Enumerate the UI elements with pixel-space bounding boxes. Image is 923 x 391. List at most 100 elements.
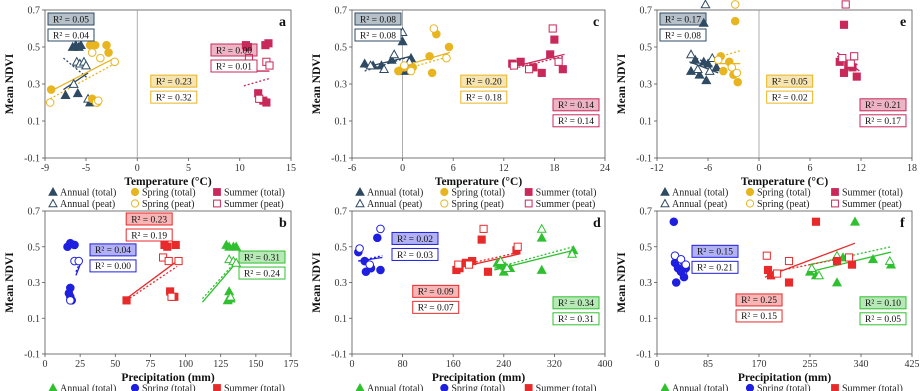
y-tick-label: 0.1 [640,314,653,325]
r2-box [859,114,907,128]
r2-box [766,90,814,104]
y-tick-label: 0.3 [335,278,348,289]
panel-letter: f [900,216,905,231]
y-tick-label: 0.7 [335,6,348,17]
r2-box [659,28,707,42]
r2-label: R² = 0.17 [659,12,707,26]
data-point-annual-total [75,39,86,50]
legend-label: Summer (total) [224,188,285,199]
x-tick-label: 340 [854,359,869,370]
data-point-spring-peat [94,96,103,105]
data-point-summer-peat [255,94,264,103]
data-point-summer-peat [844,253,854,262]
y-tick-label: 0.5 [28,242,41,253]
legend-entry: Summer (total) [831,188,903,199]
chart-panel-f: 0 85 170 255 340 425 -0.1 0.1 0.3 0.5 0.7 Precipita… [616,207,920,391]
r2-value: R² = 0.08 [665,31,701,41]
y-axis-title: Mean NDVI [4,53,16,114]
r2-label: R² = 0.08 [354,12,402,26]
data-point-summer-peat [464,260,474,269]
data-point-spring-peat [376,224,385,234]
legend-label: Annual (peat) [60,199,115,210]
legend-label: Summer (total) [842,384,903,391]
data-point-annual-total [685,65,697,75]
r2-value: R² = 0.24 [244,269,280,279]
plot-frame [351,210,606,355]
data-point-spring-total [425,51,434,61]
legend-entry: Summer (peat) [213,199,284,210]
legend-label: Spring (peat) [142,199,195,210]
x-axis-title: Temperature (°C) [124,176,211,188]
data-point-annual-peat [813,270,825,280]
legend-entry: Summer (total) [213,188,285,199]
legend-marker [48,186,58,196]
y-tick-label: 0.1 [335,314,348,325]
data-point-spring-total [679,272,689,282]
data-point-spring-total [373,233,382,243]
r2-value: R² = 0.02 [772,93,808,103]
data-point-spring-peat [365,260,374,269]
y-tick-label: 0.3 [28,278,41,289]
data-point-summer-total [122,296,131,305]
r2-value: R² = 0.18 [466,93,502,103]
r2-value: R² = 0.31 [558,315,594,325]
legend-label: Summer (peat) [842,199,902,210]
data-point-summer-total [516,57,525,66]
legend-entry: Summer (total) [524,188,596,199]
data-point-annual-peat [536,223,547,233]
x-tick-label: 25 [75,359,85,370]
r2-label: R² = 0.31 [552,312,600,326]
data-point-annual-total [224,286,235,296]
r2-value: R² = 0.07 [418,304,454,314]
data-point-spring-peat [730,0,740,9]
fit-line-annual-total [201,262,237,303]
legend-marker [213,188,221,196]
data-point-annual-total [231,241,242,251]
data-point-annual-total [72,88,83,98]
r2-value: R² = 0.05 [772,77,808,87]
r2-value: R² = 0.08 [360,31,396,41]
data-point-summer-peat [841,0,850,9]
legend-label: Summer (total) [224,384,285,391]
legend-entry: Annual (peat) [355,198,422,210]
data-point-spring-peat [406,66,416,76]
legend-label: Annual (peat) [672,199,727,210]
r2-value: R² = 0.10 [865,299,901,309]
legend-label: Annual (total) [672,384,728,391]
y-tick-label: 0.3 [28,80,41,91]
y-tick-label: 0.7 [335,207,348,218]
r2-box [150,90,198,104]
r2-label: R² = 0.08 [354,28,402,42]
fit-line-summer-peat [456,251,520,268]
y-tick-label: -0.1 [24,154,40,165]
r2-box [391,247,439,261]
x-tick-label: -6 [704,163,712,174]
legend-marker [524,384,533,391]
data-point-annual-peat [692,63,703,74]
r2-box [460,74,508,88]
legend-marker [745,383,755,391]
legend-marker [130,187,140,197]
data-point-spring-total [669,217,679,227]
r2-value: R² = 0.21 [865,101,901,111]
legend-entry: Spring (total) [440,188,505,199]
legend-marker [48,382,58,391]
r2-value: R² = 0.25 [741,296,777,306]
r2-label: R² = 0.09 [412,284,460,298]
data-point-annual-peat [378,63,390,74]
r2-value: R² = 0.01 [216,62,252,72]
x-axis-title: Precipitation (mm) [432,372,526,384]
y-tick-label: 0.1 [28,117,41,128]
r2-box [552,296,600,310]
r2-box [354,12,402,26]
legend-label: Summer (total) [842,188,903,199]
data-point-summer-total [852,72,861,81]
y-tick-label: 0.7 [640,207,653,218]
data-point-summer-peat [772,269,782,278]
r2-value: R² = 0.04 [53,31,89,41]
data-point-summer-peat [479,224,488,233]
y-tick-label: 0.1 [28,314,41,325]
x-tick-label: 12 [499,163,509,174]
r2-value: R² = 0.17 [665,15,701,25]
r2-label: R² = 0.23 [150,74,198,88]
